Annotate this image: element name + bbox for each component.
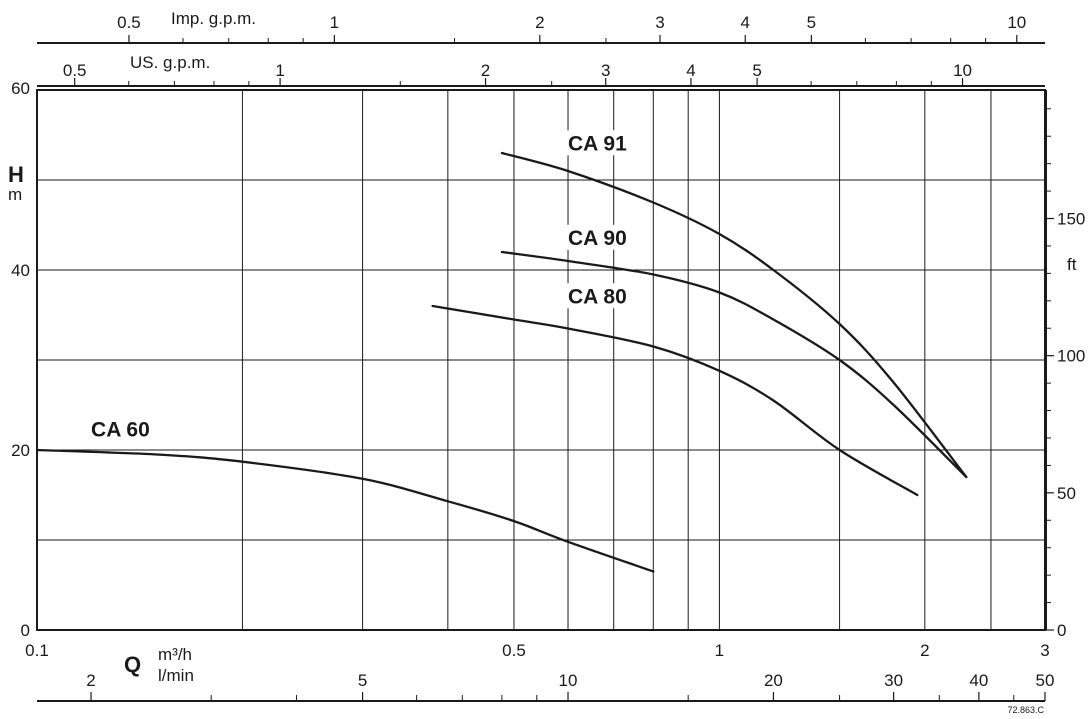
imp-gpm-tick-label: 10 bbox=[1007, 13, 1026, 32]
lmin-tick-label: 10 bbox=[559, 671, 578, 690]
us-gpm-tick-label: 3 bbox=[601, 61, 610, 80]
curve-ca-60 bbox=[35, 448, 655, 573]
x-axis-symbol: Q bbox=[124, 652, 141, 677]
ft-tick-label: 50 bbox=[1057, 484, 1076, 503]
series-label-ca-90: CA 90 bbox=[568, 227, 627, 250]
y-axis-unit-m: m bbox=[8, 185, 22, 204]
curve-ca-80 bbox=[431, 304, 919, 497]
x-tick-label: 1 bbox=[715, 641, 724, 660]
us-gpm-scale-name: US. g.p.m. bbox=[130, 53, 210, 72]
us-gpm-tick-label: 0.5 bbox=[63, 61, 87, 80]
y-tick-label: 60 bbox=[11, 79, 30, 98]
y-tick-label: 40 bbox=[11, 261, 30, 280]
lmin-tick-label: 2 bbox=[86, 671, 95, 690]
y-tick-label: 20 bbox=[11, 441, 30, 460]
series-label-ca-91: CA 91 bbox=[568, 132, 627, 155]
us-gpm-tick-label: 1 bbox=[275, 61, 284, 80]
us-gpm-tick-label: 2 bbox=[481, 61, 490, 80]
y-axis-unit-ft: ft bbox=[1067, 255, 1077, 274]
imp-gpm-tick-label: 2 bbox=[535, 13, 544, 32]
curve-ca-90 bbox=[500, 250, 968, 479]
imp-gpm-scale-name: Imp. g.p.m. bbox=[171, 9, 256, 28]
pump-curves: CA 60 CA 80 CA 90 CA 91 bbox=[35, 130, 968, 573]
curve-ca-91 bbox=[500, 151, 968, 479]
lmin-tick-label: 20 bbox=[764, 671, 783, 690]
secondary-scales bbox=[37, 35, 1054, 702]
x-tick-label: 2 bbox=[920, 641, 929, 660]
ft-tick-label: 0 bbox=[1057, 621, 1066, 640]
lmin-tick-label: 40 bbox=[969, 671, 988, 690]
label-backdrop-ca-80 bbox=[564, 283, 645, 309]
x-tick-label: 3 bbox=[1040, 641, 1049, 660]
imp-gpm-tick-label: 5 bbox=[807, 13, 816, 32]
y-axis-symbol: H bbox=[8, 162, 24, 187]
us-gpm-tick-label: 10 bbox=[953, 61, 972, 80]
series-label-ca-60: CA 60 bbox=[91, 419, 150, 442]
x-tick-label: 0.1 bbox=[25, 641, 49, 660]
us-gpm-tick-label: 5 bbox=[752, 61, 761, 80]
ft-tick-label: 100 bbox=[1057, 347, 1085, 366]
chart-code: 72.863.C bbox=[1007, 705, 1044, 715]
x-axis-unit-m3h: m³/h bbox=[158, 645, 192, 664]
imp-gpm-tick-label: 0.5 bbox=[117, 13, 141, 32]
x-tick-label: 0.5 bbox=[502, 641, 526, 660]
x-axis-unit-lmin: l/min bbox=[158, 666, 194, 685]
label-backdrop-ca-90 bbox=[564, 224, 645, 250]
label-backdrop-ca-91 bbox=[564, 130, 645, 156]
imp-gpm-tick-label: 4 bbox=[741, 13, 750, 32]
y-tick-label: 0 bbox=[21, 621, 30, 640]
us-gpm-tick-label: 4 bbox=[686, 61, 695, 80]
imp-gpm-tick-label: 3 bbox=[655, 13, 664, 32]
label-backdrop-ca-60 bbox=[87, 416, 168, 442]
lmin-tick-label: 50 bbox=[1036, 671, 1055, 690]
lmin-tick-label: 30 bbox=[884, 671, 903, 690]
imp-gpm-tick-label: 1 bbox=[330, 13, 339, 32]
grid bbox=[37, 90, 1045, 630]
series-label-ca-80: CA 80 bbox=[568, 285, 627, 308]
lmin-tick-label: 5 bbox=[358, 671, 367, 690]
ft-tick-label: 150 bbox=[1057, 210, 1085, 229]
tick-labels: 0.5 1 2 3 4 5 100.5 1 2 3 4 5 102 5 10 20 30 40 500.1 0.5 1 2… bbox=[11, 13, 1085, 690]
